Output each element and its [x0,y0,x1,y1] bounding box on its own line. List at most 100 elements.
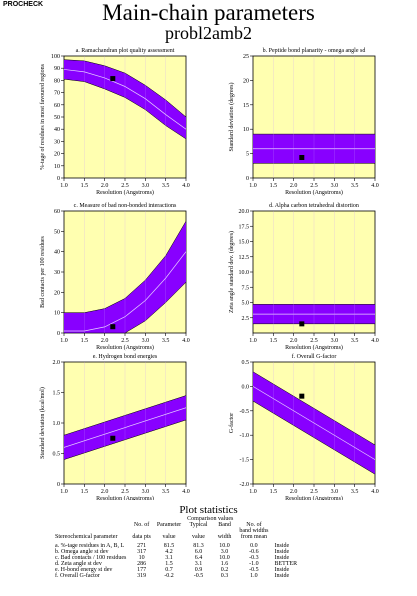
x-axis-label: Resolution (Angstroms) [285,344,343,351]
x-tick-label: 1.5 [270,489,278,495]
row-typical: 81.3 [193,543,204,549]
x-tick-label: 1.0 [60,338,68,344]
x-axis-label: Resolution (Angstroms) [285,189,343,196]
y-axis-label: Zeta angle standard dev. (degrees) [228,231,235,313]
page-subtitle: probl2amb2 [165,23,252,43]
y-tick-label: 1.5 [53,391,61,397]
row-n: 10 [138,555,145,561]
stats-header-group: Comparison values [187,516,234,522]
row-param: b. Omega angle st dev [55,549,109,555]
y-tick-label: -0.5 [240,409,250,415]
y-tick-label: 60 [54,103,60,109]
y-tick-label: 80 [54,78,60,84]
chart-e: 1.0 1.5 2.0 2.5 3.0 3.5 4.0 0 0.5 1.0 1.5 2.0 e. Hyd… [39,354,190,500]
stats-header-n-2: data pts [132,534,151,540]
stats-header-value: Parameter [156,522,182,528]
row-verdict: Inside [274,543,290,549]
x-tick-label: 1.5 [81,183,89,189]
y-tick-label: 5 [246,152,249,158]
y-tick-label: 25 [243,54,249,60]
x-tick-label: 2.5 [121,338,129,344]
row-widths: 0.0 [250,543,258,549]
row-widths: -0.5 [249,567,259,573]
x-tick-label: 3.5 [351,489,359,495]
chart-title: d. Alpha carbon tetrahedral distortion [269,203,359,209]
y-tick-label: 60 [54,209,60,215]
y-tick-label: 0 [57,482,60,488]
x-tick-label: 4.0 [182,183,190,189]
x-tick-label: 3.5 [162,183,170,189]
data-point [110,324,116,330]
x-tick-label: 1.0 [249,489,257,495]
row-band: 0.2 [220,567,229,573]
x-tick-label: 3.5 [162,338,170,344]
x-tick-label: 2.0 [290,338,298,344]
band-area [64,59,186,139]
row-param: e. H-bond energy st dev [55,567,113,573]
row-widths: -1.0 [249,561,259,567]
y-axis-label: Standard deviation (degrees) [228,83,235,152]
y-axis-label: Bad contacts per 100 residues [40,236,46,308]
x-tick-label: 2.0 [290,183,298,189]
chart-b: 1.0 1.5 2.0 2.5 3.0 3.5 4.0 0 5 10 15 20 25 b. Peptid… [228,48,379,196]
chart-f: 1.0 1.5 2.0 2.5 3.0 3.5 4.0 -2.0 -1.5 -1.0 -0.5 0.0… [228,353,379,500]
y-tick-label: 15 [243,103,249,109]
row-n: 317 [137,549,147,555]
x-tick-label: 1.5 [81,338,89,344]
y-axis-label: %-tage of residues in most favoured regi… [39,63,46,170]
y-tick-label: 50 [54,115,60,121]
row-band: 0.3 [220,573,229,579]
x-tick-label: 3.5 [351,183,359,189]
y-tick-label: 20 [243,78,249,84]
x-tick-label: 2.5 [121,183,129,189]
x-tick-label: 1.0 [60,183,68,189]
y-tick-label: 20 [54,290,60,296]
row-band: 3.0 [220,549,229,555]
data-point [299,393,305,399]
y-tick-label: 70 [54,91,60,97]
chart-title: f. Overall G-factor [292,353,337,360]
row-param: c. Bad contacts / 100 residues [55,555,127,561]
row-widths: -0.3 [249,555,259,561]
row-n: 177 [137,567,147,573]
chart-c: 1.0 1.5 2.0 2.5 3.0 3.5 4.0 0 10 20 30 40 50 60 c. Mea… [40,202,190,351]
x-tick-label: 2.0 [101,338,109,344]
data-point [110,435,116,441]
y-tick-label: 2.5 [242,316,250,322]
chart-title: b. Peptide bond planarity - omega angle … [263,48,366,54]
stats-header-value-2: value [162,534,176,540]
stats-title: Plot statistics [179,504,238,516]
band-area [64,221,186,333]
y-tick-label: 10 [243,127,249,133]
x-tick-label: 2.5 [310,338,318,344]
x-tick-label: 4.0 [371,183,379,189]
y-tick-label: 40 [54,250,60,256]
x-tick-label: 3.0 [331,489,339,495]
x-axis-label: Resolution (Angstroms) [96,495,154,500]
y-axis-label: Standard deviation (kcal/mol) [39,387,46,459]
data-point [299,155,305,161]
stats-header-row-1: No. of Parameter Typical Band No. of [52,522,300,528]
x-axis-label: Resolution (Angstroms) [96,344,154,351]
y-axis-label: G-factor [228,413,235,433]
row-n: 271 [137,543,147,549]
stats-header-widths-3: from mean [240,534,267,540]
y-tick-label: 0.5 [53,452,61,458]
x-tick-label: 1.0 [60,489,68,495]
x-tick-label: 2.5 [310,489,318,495]
y-tick-label: 10 [54,311,60,317]
y-tick-label: 20.0 [239,209,250,215]
row-verdict: Inside [274,549,290,555]
y-tick-label: 17.5 [239,224,250,230]
y-tick-label: 10 [54,164,60,170]
stats-header-band-2: width [217,534,232,540]
y-tick-label: 10.0 [239,270,250,276]
plots-area: 1.0 1.5 2.0 2.5 3.0 3.5 4.00102030405060708090… [39,48,379,500]
x-tick-label: 2.5 [310,183,318,189]
row-widths: -0.6 [249,549,259,555]
row-verdict: BETTER [274,561,298,567]
stats-header-typical-2: value [191,534,205,540]
row-band: 1.6 [220,561,229,567]
x-tick-label: 1.5 [270,338,278,344]
chart-title: e. Hydrogen bond energies [93,354,158,360]
